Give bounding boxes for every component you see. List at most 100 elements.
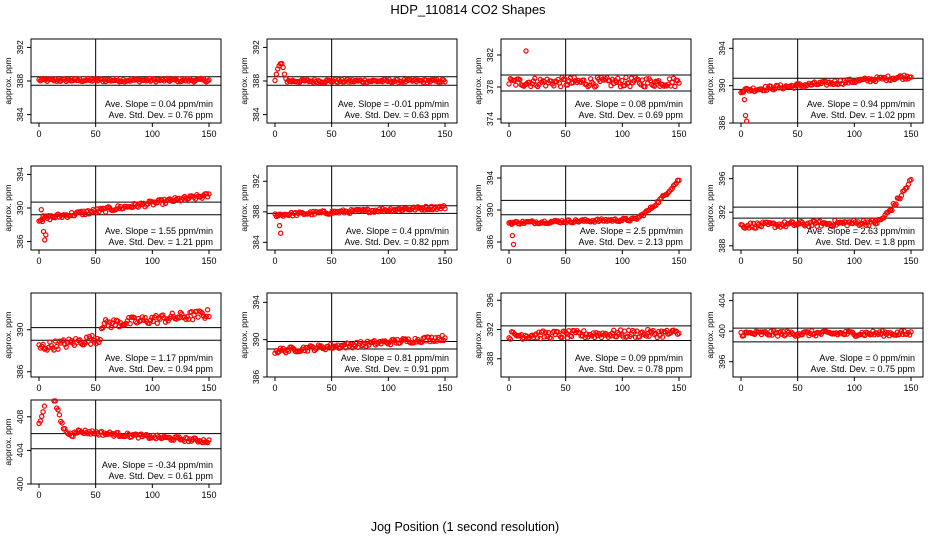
slope-annotation: Ave. Slope = 2.5 ppm/min: [580, 226, 683, 236]
y-tick-label: 390: [485, 203, 495, 217]
data-point: [787, 220, 793, 226]
data-point: [768, 83, 774, 90]
x-tick-label: 0: [272, 383, 277, 393]
data-point: [780, 86, 786, 92]
data-point: [160, 201, 166, 207]
data-point: [204, 194, 211, 200]
data-point: [513, 82, 519, 88]
x-tick-label: 150: [437, 256, 452, 266]
y-tick-label: 392: [251, 174, 261, 188]
data-point: [93, 340, 99, 347]
y-tick-label: 396: [717, 171, 727, 185]
y-tick-label: 386: [251, 370, 261, 384]
x-tick-label: 0: [36, 490, 41, 500]
slope-annotation: Ave. Slope = 0.4 ppm/min: [346, 226, 449, 236]
y-tick-label: 408: [15, 409, 25, 423]
data-point: [881, 214, 887, 221]
data-point: [676, 330, 682, 336]
plot-frame: [500, 165, 692, 251]
x-tick-label: 50: [793, 129, 803, 139]
data-point: [902, 76, 909, 82]
slope-annotation: Ave. Slope = -0.01 ppm/min: [338, 99, 449, 109]
data-point: [623, 74, 629, 81]
data-point: [55, 407, 61, 413]
plot-frame: [732, 292, 924, 378]
figure-title: HDP_110814 CO2 Shapes: [390, 2, 546, 17]
data-point: [71, 342, 78, 348]
std-annotation: Ave. Std. Dev. = 1.8 ppm: [816, 237, 915, 247]
plot-frame: [500, 292, 692, 378]
y-tick-label: 390: [15, 322, 25, 336]
series-points: [506, 326, 682, 342]
data-point: [39, 413, 45, 420]
data-point: [363, 343, 369, 349]
data-point: [534, 335, 541, 341]
data-point: [108, 324, 114, 331]
data-point: [753, 225, 759, 231]
data-point: [548, 335, 554, 342]
slope-annotation: Ave. Slope = 1.17 ppm/min: [105, 353, 213, 363]
slope-annotation: Ave. Slope = 0.04 ppm/min: [105, 99, 213, 109]
x-tick-label: 0: [272, 129, 277, 139]
data-point: [627, 83, 633, 90]
data-point: [609, 330, 616, 336]
x-tick-label: 50: [91, 383, 101, 393]
plot-frame: [266, 165, 458, 251]
data-point: [44, 347, 50, 353]
std-annotation: Ave. Std. Dev. = 0.69 ppm: [579, 110, 683, 120]
data-point: [41, 237, 48, 243]
data-point: [564, 82, 571, 88]
data-point: [85, 338, 91, 344]
data-point: [590, 330, 597, 336]
std-annotation: Ave. Std. Dev. = 1.02 ppm: [811, 110, 915, 120]
x-tick-label: 50: [793, 383, 803, 393]
data-point: [280, 64, 286, 71]
data-point: [651, 83, 658, 89]
x-tick-label: 0: [506, 129, 511, 139]
data-point: [507, 336, 514, 342]
data-point: [183, 316, 189, 323]
y-axis-label: approx. ppm: [473, 184, 483, 231]
data-point: [509, 232, 516, 239]
y-axis-label: approx. ppm: [239, 184, 249, 231]
data-point: [746, 225, 752, 231]
data-point: [541, 334, 548, 340]
data-point: [530, 78, 537, 84]
data-point: [39, 218, 46, 225]
x-tick-label: 0: [738, 129, 743, 139]
y-axis-label: approx. ppm: [3, 418, 13, 465]
data-point: [97, 336, 103, 343]
x-tick-label: 150: [201, 383, 216, 393]
series-points: [506, 48, 682, 90]
data-point: [893, 201, 899, 207]
data-point: [640, 212, 647, 219]
data-point: [345, 340, 352, 347]
data-point: [506, 81, 512, 87]
plot-frame: [732, 38, 924, 124]
y-axis-label: approx. ppm: [3, 184, 13, 231]
x-tick-label: 100: [615, 129, 630, 139]
plot-frame: [500, 38, 692, 124]
data-point: [669, 185, 675, 192]
x-tick-label: 100: [847, 383, 862, 393]
x-tick-label: 0: [506, 383, 511, 393]
data-point: [676, 177, 682, 184]
y-tick-label: 400: [15, 477, 25, 491]
series-points: [36, 398, 212, 446]
x-tick-label: 100: [847, 256, 862, 266]
data-point: [616, 218, 622, 225]
y-tick-label: 382: [485, 48, 495, 62]
series-points: [738, 328, 914, 339]
y-tick-label: 374: [485, 112, 495, 126]
y-tick-label: 392: [485, 322, 495, 336]
plot-frame: [30, 292, 222, 378]
y-axis-label: approx. ppm: [473, 57, 483, 104]
data-point: [272, 77, 278, 84]
std-annotation: Ave. Std. Dev. = 2.13 ppm: [579, 237, 683, 247]
y-tick-label: 394: [251, 295, 261, 309]
